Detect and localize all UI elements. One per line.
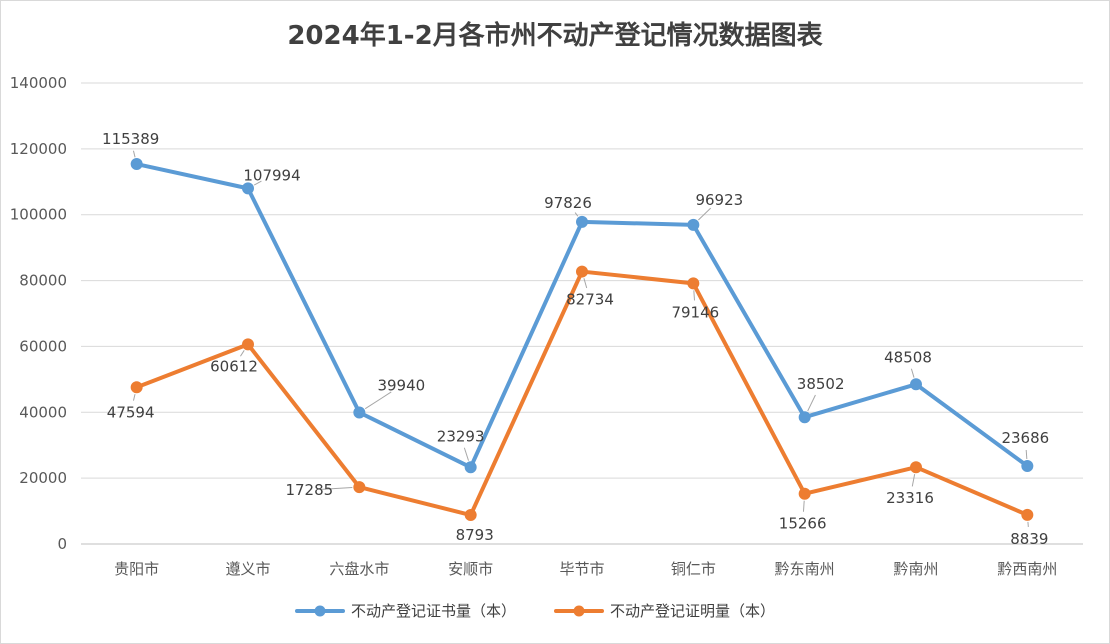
legend-marker-1 [314, 605, 326, 617]
leader-line [132, 393, 136, 401]
data-point [353, 406, 366, 419]
leader-line [132, 150, 136, 158]
data-point [1021, 460, 1034, 473]
leader-line [463, 447, 469, 461]
leader-line [910, 368, 915, 378]
data-point [576, 265, 588, 278]
data-label: 115389 [102, 130, 159, 148]
y-tick-label: 20000 [19, 469, 67, 487]
y-tick-label: 100000 [10, 206, 67, 224]
leader-line [253, 180, 262, 186]
data-label: 23293 [437, 427, 485, 445]
leader-line [364, 391, 392, 410]
legend-marker-2 [573, 605, 585, 617]
data-point [910, 461, 922, 474]
data-point [910, 378, 922, 391]
x-tick-label: 安顺市 [448, 560, 493, 578]
data-point [1021, 508, 1034, 521]
y-tick-label: 80000 [19, 272, 67, 290]
data-point [687, 218, 700, 231]
leader-line [802, 500, 805, 512]
leader-line [807, 394, 816, 412]
data-label: 15266 [779, 515, 827, 533]
data-point [353, 481, 366, 494]
data-label: 8793 [456, 526, 494, 544]
data-label: 60612 [210, 357, 258, 375]
data-label: 23686 [1001, 429, 1049, 447]
legend-label-2: 不动产登记证明量（本） [610, 602, 775, 620]
data-point [242, 338, 254, 351]
legend-label-1: 不动产登记证书量（本） [351, 602, 516, 620]
x-tick-label: 铜仁市 [671, 560, 716, 578]
chart-title: 2024年1-2月各市州不动产登记情况数据图表 [287, 21, 823, 51]
y-tick-label: 140000 [10, 74, 67, 92]
leader-line [583, 278, 588, 289]
y-tick-label: 0 [57, 535, 67, 553]
data-point [576, 215, 588, 228]
data-point [798, 411, 811, 424]
data-label: 48508 [884, 348, 932, 366]
x-tick-label: 贵阳市 [114, 560, 159, 578]
leader-line [698, 207, 712, 221]
data-label: 82734 [566, 291, 614, 309]
data-point [464, 461, 477, 474]
y-tick-label: 60000 [19, 337, 67, 355]
data-point [242, 182, 254, 195]
data-point [464, 509, 477, 522]
x-tick-label: 遵义市 [225, 560, 270, 578]
leader-line [1025, 449, 1028, 460]
data-label: 8839 [1010, 530, 1048, 548]
data-point [798, 487, 811, 500]
x-tick-label: 黔东南州 [775, 560, 835, 578]
data-label: 79146 [671, 303, 719, 321]
data-label: 107994 [243, 166, 300, 184]
y-tick-label: 40000 [19, 403, 67, 421]
data-label: 97826 [544, 194, 592, 212]
x-tick-label: 六盘水市 [329, 560, 389, 578]
data-point [130, 158, 143, 171]
data-point [687, 277, 700, 290]
data-label: 38502 [797, 375, 845, 393]
data-label: 39940 [377, 376, 425, 394]
leader-line [911, 474, 916, 487]
data-label: 17285 [285, 481, 333, 499]
leader-line [321, 487, 353, 490]
y-tick-label: 120000 [10, 140, 67, 158]
x-tick-label: 黔南州 [893, 560, 938, 578]
data-label: 23316 [886, 489, 934, 507]
leader-line [693, 290, 696, 301]
data-point [130, 381, 143, 394]
leader-line [240, 350, 245, 357]
leader-line [574, 212, 579, 217]
data-label: 96923 [695, 191, 743, 209]
data-label: 47594 [107, 403, 155, 421]
x-tick-label: 黔西南州 [997, 560, 1057, 578]
x-tick-label: 毕节市 [559, 560, 604, 578]
